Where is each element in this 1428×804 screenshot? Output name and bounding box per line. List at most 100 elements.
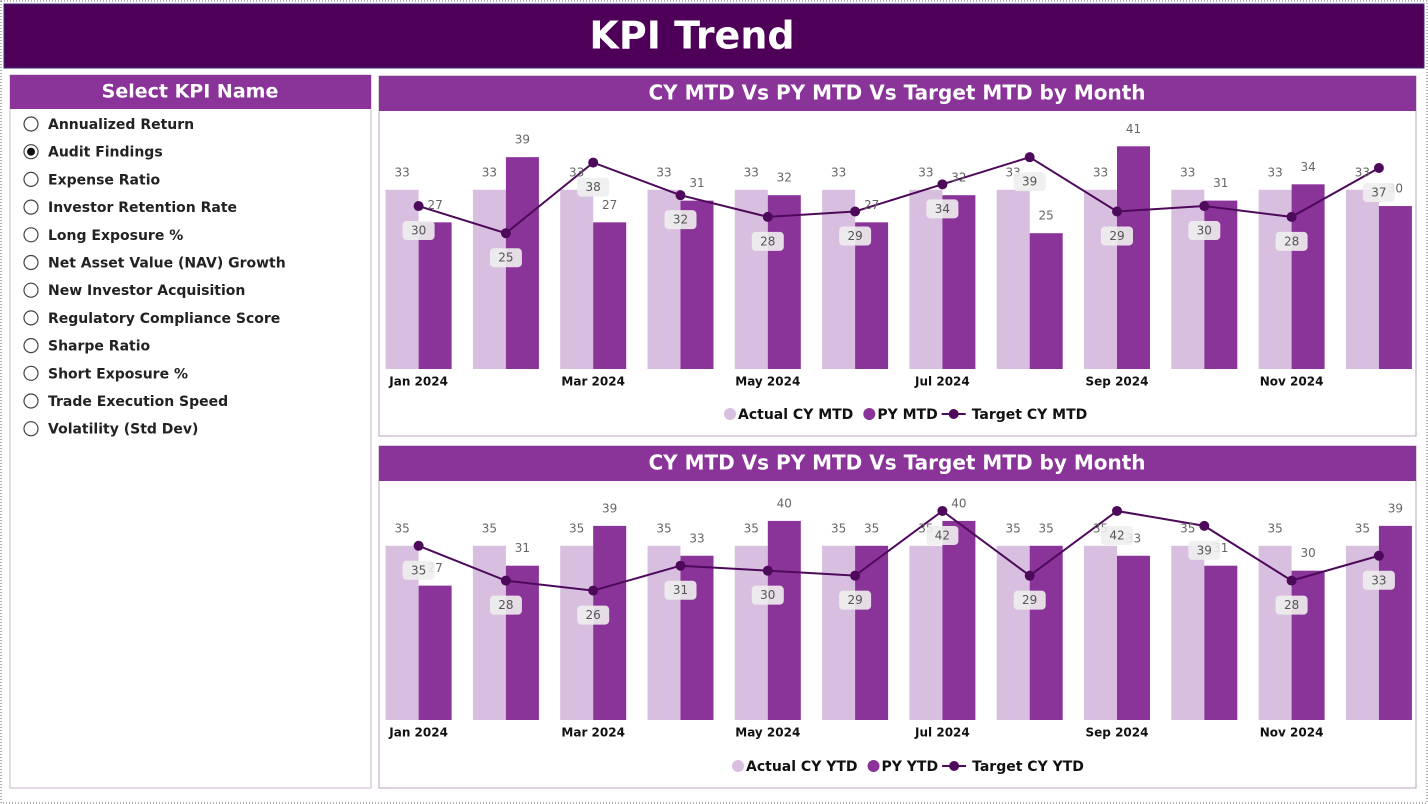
data-label: 28 [498,598,513,612]
data-label-box [1275,595,1308,615]
line-point [1112,505,1122,516]
bar [1258,545,1292,720]
radio-button[interactable] [23,254,39,271]
chart-panel [378,75,1417,437]
data-label: 29 [847,229,862,243]
radio-button[interactable] [23,393,39,409]
slicer-option[interactable]: Long Exposure % [48,228,183,244]
data-label-box [1275,231,1308,251]
radio-button[interactable] [23,282,39,298]
chart-title: CY MTD Vs PY MTD Vs Target MTD by Month [648,451,1145,475]
line-point [937,179,948,190]
radio-button[interactable] [23,227,39,243]
slicer-option[interactable]: Investor Retention Rate [48,200,237,216]
radio-button[interactable] [23,171,39,187]
bar [385,189,419,369]
bar [1084,545,1117,720]
bar [472,545,506,720]
legend-label[interactable]: Target CY YTD [972,759,1084,775]
chart-title: CY MTD Vs PY MTD Vs Target MTD by Month [648,81,1145,105]
radio-button[interactable] [23,116,39,132]
data-label: 26 [586,608,601,622]
chart-header [379,446,1416,481]
data-label: 40 [777,496,792,510]
radio-button[interactable] [23,310,39,326]
x-tick-label: May 2024 [735,726,800,740]
data-label: 28 [760,234,775,248]
slicer-option[interactable]: New Investor Acquisition [48,283,245,299]
legend-label[interactable]: Actual CY YTD [746,759,858,775]
bar [418,585,452,720]
bar [855,545,889,720]
data-label: 32 [777,171,792,185]
data-label-box [489,248,522,268]
data-label: 35 [831,521,846,535]
line-point [1373,550,1384,561]
slicer-option[interactable]: Expense Ratio [48,172,160,188]
data-label: 33 [656,165,671,179]
bar [822,545,856,720]
line-point [850,206,861,217]
data-label-box [402,221,435,241]
legend-label[interactable]: PY MTD [877,407,937,423]
data-label: 41 [1126,122,1141,136]
bar [996,189,1030,369]
data-label: 29 [1022,593,1037,607]
data-label: 39 [1197,543,1212,557]
line-point [1112,206,1122,217]
bar [767,195,801,369]
data-label: 35 [482,521,497,535]
data-label: 35 [864,521,879,535]
data-label: 35 [1180,521,1195,535]
data-label-box [664,210,697,230]
data-label: 25 [498,251,513,265]
data-label-box [1188,540,1221,560]
data-label: 25 [1039,209,1054,223]
data-label-box [839,226,872,246]
data-label: 33 [1355,165,1370,179]
data-label: 35 [1267,521,1282,535]
slicer-panel [9,74,372,789]
line-point [413,540,424,551]
data-label-box [1101,525,1133,545]
data-label: 35 [394,521,409,535]
slicer-option[interactable]: Volatility (Std Dev) [48,422,198,438]
data-label-box [926,199,959,219]
data-label: 29 [1109,229,1124,243]
data-label-box [751,585,784,605]
data-label: 30 [1300,546,1315,560]
radio-button[interactable] [23,365,39,381]
data-label: 39 [515,133,530,147]
legend-label[interactable]: Target CY MTD [972,407,1088,423]
bar [942,195,976,369]
radio-button[interactable] [23,338,39,354]
legend-label[interactable]: PY YTD [882,759,939,775]
bar [1258,189,1292,369]
slicer-option[interactable]: Audit Findings [48,145,163,161]
bar [1378,206,1412,369]
radio-button[interactable] [23,199,39,215]
slicer-option[interactable]: Regulatory Compliance Score [48,311,280,327]
bar [767,520,801,720]
data-label-box [577,605,610,625]
data-label: 31 [515,541,530,555]
data-label: 33 [482,165,497,179]
bar [680,555,714,720]
bar [1378,525,1412,720]
line-point [1199,520,1210,531]
data-label: 33 [1093,165,1108,179]
legend-marker [863,408,876,420]
slicer-option[interactable]: Trade Execution Speed [48,394,228,410]
slicer-option[interactable]: Short Exposure % [48,366,188,382]
radio-button[interactable] [23,421,39,437]
bar [560,545,594,720]
line-point [588,157,599,168]
slicer-option[interactable]: Net Asset Value (NAV) Growth [48,256,286,272]
slicer-option[interactable]: Sharpe Ratio [48,339,151,355]
slicer-option[interactable]: Annualized Return [48,117,194,133]
legend-marker [948,409,959,419]
data-label: 35 [1355,521,1370,535]
x-tick-label: Sep 2024 [1086,375,1149,389]
legend-label[interactable]: Actual CY MTD [738,407,853,423]
data-label: 33 [744,165,759,179]
